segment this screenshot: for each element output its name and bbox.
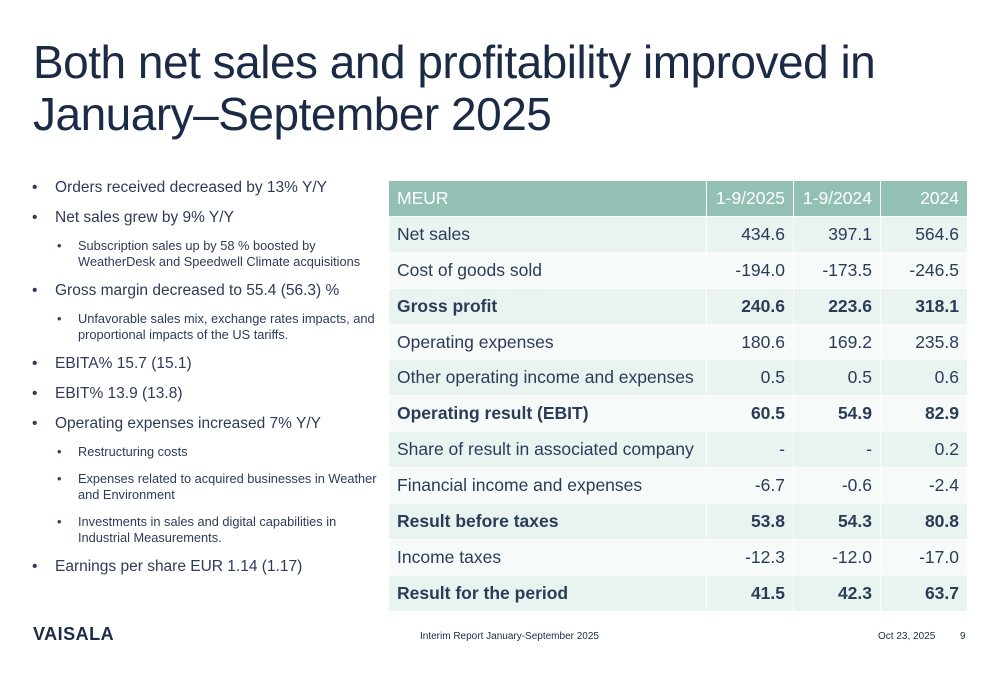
row-value: - [793, 431, 881, 469]
row-value: -246.5 [880, 251, 968, 289]
row-value: 80.8 [880, 503, 968, 540]
sub-bullet-item: Unfavorable sales mix, exchange rates im… [30, 311, 380, 343]
table-row: Income taxes -12.3 -12.0 -17.0 [388, 538, 968, 576]
footer-report-title: Interim Report January-September 2025 [420, 631, 599, 642]
table-row: Operating expenses 180.6 169.2 235.8 [388, 323, 968, 361]
row-label: Financial income and expenses [388, 467, 707, 505]
table-row: Cost of goods sold -194.0 -173.5 -246.5 [388, 251, 968, 289]
row-label: Other operating income and expenses [388, 359, 707, 397]
row-value: 42.3 [793, 574, 881, 612]
row-value: 0.6 [880, 359, 968, 397]
table-row: Other operating income and expenses 0.5 0.… [388, 359, 968, 397]
column-header-1-9-2025: 1-9/2025 [706, 180, 794, 217]
row-value: 53.8 [706, 503, 794, 540]
row-label: Operating expenses [388, 323, 707, 361]
row-value: 0.5 [706, 359, 794, 397]
row-value: 0.2 [880, 431, 968, 469]
page-title: Both net sales and profitability improve… [33, 36, 876, 140]
row-value: 397.1 [793, 215, 881, 253]
table-row: Result before taxes 53.8 54.3 80.8 [388, 503, 968, 540]
row-value: 235.8 [880, 323, 968, 361]
bullet-item: Gross margin decreased to 55.4 (56.3) % [30, 281, 380, 300]
row-value: 63.7 [880, 574, 968, 612]
row-value: 240.6 [706, 287, 794, 325]
row-value: 54.9 [793, 395, 881, 433]
row-value: -194.0 [706, 251, 794, 289]
row-value: - [706, 431, 794, 469]
row-value: -12.0 [793, 538, 881, 576]
row-value: 82.9 [880, 395, 968, 433]
row-value: 60.5 [706, 395, 794, 433]
column-header-1-9-2024: 1-9/2024 [793, 180, 881, 217]
bullet-item: Earnings per share EUR 1.14 (1.17) [30, 557, 380, 576]
footer-date: Oct 23, 2025 [878, 631, 936, 642]
row-value: 434.6 [706, 215, 794, 253]
row-value: 54.3 [793, 503, 881, 540]
row-value: -6.7 [706, 467, 794, 505]
bullet-ul: Orders received decreased by 13% Y/Y Net … [30, 178, 380, 576]
table-row: Net sales 434.6 397.1 564.6 [388, 215, 968, 253]
row-value: -17.0 [880, 538, 968, 576]
row-value: 564.6 [880, 215, 968, 253]
row-label: Gross profit [388, 287, 707, 325]
sub-bullet-item: Investments in sales and digital capabil… [30, 514, 380, 546]
row-value: 318.1 [880, 287, 968, 325]
row-value: -2.4 [880, 467, 968, 505]
row-value: 223.6 [793, 287, 881, 325]
row-label: Income taxes [388, 538, 707, 576]
row-label: Share of result in associated company [388, 431, 707, 469]
row-value: 169.2 [793, 323, 881, 361]
row-value: 180.6 [706, 323, 794, 361]
page-number: 9 [960, 631, 966, 642]
row-value: 41.5 [706, 574, 794, 612]
bullet-item: Net sales grew by 9% Y/Y [30, 208, 380, 227]
column-header-meur: MEUR [388, 180, 707, 217]
row-label: Net sales [388, 215, 707, 253]
bullet-item: Orders received decreased by 13% Y/Y [30, 178, 380, 197]
table-row: Gross profit 240.6 223.6 318.1 [388, 287, 968, 325]
bullet-item: EBITA% 15.7 (15.1) [30, 354, 380, 373]
row-label: Result for the period [388, 574, 707, 612]
row-label: Cost of goods sold [388, 251, 707, 289]
bullet-item: Operating expenses increased 7% Y/Y [30, 414, 380, 433]
table-row: Financial income and expenses -6.7 -0.6 -2.… [388, 467, 968, 505]
row-value: 0.5 [793, 359, 881, 397]
column-header-2024: 2024 [880, 180, 968, 217]
row-value: -0.6 [793, 467, 881, 505]
financial-table: MEUR 1-9/2025 1-9/2024 2024 Net sales 434… [388, 180, 968, 612]
table-header-row: MEUR 1-9/2025 1-9/2024 2024 [388, 180, 968, 217]
row-value: -173.5 [793, 251, 881, 289]
sub-bullet-item: Expenses related to acquired businesses … [30, 471, 380, 503]
income-statement-table: MEUR 1-9/2025 1-9/2024 2024 Net sales 434… [388, 180, 968, 612]
row-label: Operating result (EBIT) [388, 395, 707, 433]
table-body: Net sales 434.6 397.1 564.6 Cost of goods so… [388, 215, 968, 612]
sub-bullet-item: Restructuring costs [30, 444, 380, 460]
row-value: -12.3 [706, 538, 794, 576]
vaisala-logo: VAISALA [33, 624, 115, 644]
table-row: Operating result (EBIT) 60.5 54.9 82.9 [388, 395, 968, 433]
bullet-list: Orders received decreased by 13% Y/Y Net … [30, 178, 380, 587]
table-row: Result for the period 41.5 42.3 63.7 [388, 574, 968, 612]
row-label: Result before taxes [388, 503, 707, 540]
sub-bullet-item: Subscription sales up by 58 % boosted by… [30, 238, 380, 270]
table-row: Share of result in associated company - -0… [388, 431, 968, 469]
bullet-item: EBIT% 13.9 (13.8) [30, 384, 380, 403]
